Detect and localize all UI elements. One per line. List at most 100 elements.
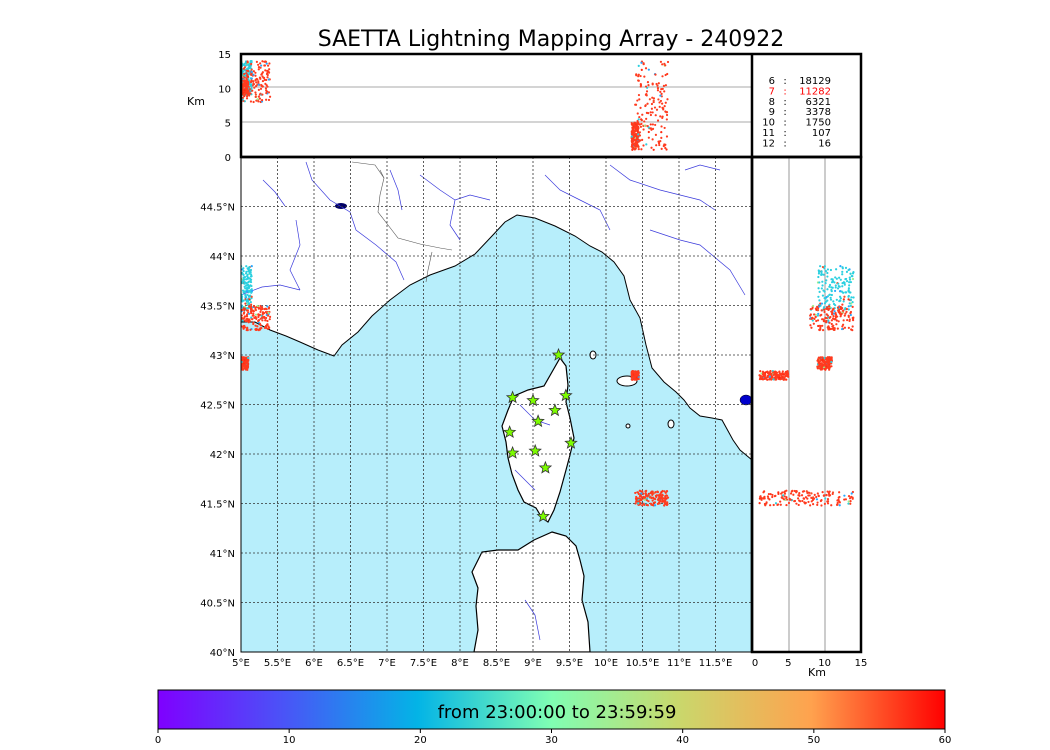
- flash-source-point-lon-alt: [249, 92, 252, 95]
- flash-source-point-alt-lat: [849, 304, 852, 307]
- flash-source-point-alt-lat: [829, 315, 832, 319]
- flash-source-point-lon-alt: [244, 83, 247, 86]
- flash-source-point: [660, 495, 663, 499]
- flash-source-point-lon-alt: [259, 62, 262, 65]
- station-count-colon: :: [783, 97, 786, 108]
- flash-source-point-lon-alt: [266, 64, 270, 67]
- flash-source-point-alt-lat: [795, 491, 798, 494]
- lake: [739, 394, 752, 406]
- flash-source-point-lon-alt: [650, 107, 653, 110]
- flash-source-point-alt-lat: [771, 493, 774, 497]
- flash-source-point-alt-lat: [847, 295, 850, 298]
- flash-source-point-lon-alt: [260, 64, 263, 67]
- flash-source-point-alt-lat: [836, 306, 840, 309]
- flash-source-point-alt-lat: [817, 275, 820, 279]
- flash-source-point-lon-alt: [250, 68, 253, 71]
- lon-tick-label: 11°E: [667, 658, 691, 669]
- flash-source-point-alt-lat: [828, 490, 831, 493]
- flash-source-point-alt-lat: [834, 313, 838, 316]
- flash-source-point-lon-alt: [645, 92, 648, 96]
- flash-source-point-alt-lat: [847, 314, 850, 317]
- flash-source-point-alt-lat: [806, 491, 809, 495]
- flash-source-point-lon-alt: [264, 82, 267, 85]
- flash-source-point-alt-lat: [807, 494, 810, 497]
- flash-source-point: [243, 356, 246, 359]
- flash-source-point-alt-lat: [774, 376, 777, 380]
- flash-source-point-alt-lat: [849, 291, 852, 294]
- flash-source-point-alt-lat: [777, 374, 781, 377]
- flash-source-point-lon-alt: [640, 61, 643, 64]
- flash-source-point: [254, 313, 258, 316]
- flash-source-point-lon-alt: [241, 70, 245, 73]
- flash-source-point: [247, 299, 250, 302]
- flash-source-point-alt-lat: [766, 495, 770, 498]
- flash-source-point-lon-alt: [643, 120, 646, 123]
- flash-source-point: [254, 324, 257, 327]
- flash-source-point: [635, 378, 638, 381]
- flash-source-point: [655, 494, 659, 497]
- flash-source-point-lon-alt: [260, 73, 263, 76]
- lon-tick-label: 5.5°E: [264, 658, 291, 669]
- flash-source-point: [661, 497, 664, 500]
- flash-source-point-alt-lat: [824, 316, 827, 320]
- flash-source-point: [243, 319, 246, 322]
- flash-source-point-lon-alt: [266, 76, 269, 79]
- flash-source-point-lon-alt: [656, 84, 659, 87]
- flash-source-point-lon-alt: [649, 113, 653, 117]
- flash-source-point: [637, 492, 640, 496]
- flash-source-point-lon-alt: [631, 130, 634, 133]
- flash-source-point-lon-alt: [633, 121, 637, 125]
- flash-source-point-alt-lat: [822, 306, 826, 309]
- flash-source-point-alt-lat: [813, 493, 816, 496]
- flash-source-point-alt-lat: [830, 365, 833, 368]
- flash-source-point-lon-alt: [665, 113, 669, 117]
- borders: [351, 161, 453, 283]
- flash-source-point-lon-alt: [257, 65, 261, 69]
- flash-source-point-alt-lat: [837, 282, 840, 285]
- right-alt-tick-label: 0: [752, 658, 758, 669]
- flash-source-point: [244, 287, 247, 290]
- flash-source-point-alt-lat: [769, 504, 772, 507]
- colorbar: from 23:00:00 to 23:59:59 0 10 20 30 40 50 60: [155, 689, 951, 746]
- flash-source-point-alt-lat: [828, 283, 832, 287]
- flash-source-point-lon-alt: [266, 85, 269, 88]
- flash-source-point-lon-alt: [266, 69, 269, 73]
- flash-source-point-alt-lat: [780, 374, 783, 377]
- lat-tick-label: 40.5°N: [200, 599, 235, 610]
- flash-source-point-alt-lat: [830, 360, 833, 364]
- flash-source-point-lon-alt: [254, 95, 257, 98]
- flash-source-point-alt-lat: [786, 370, 789, 373]
- flash-source-point-lon-alt: [656, 87, 660, 90]
- flash-source-point-lon-alt: [663, 105, 666, 108]
- flash-source-point: [643, 498, 646, 502]
- flash-source-point: [256, 304, 259, 308]
- flash-source-point-alt-lat: [758, 497, 762, 500]
- station-count-value: 107: [812, 128, 831, 139]
- flash-source-point-alt-lat: [835, 319, 838, 322]
- flash-source-point: [250, 284, 253, 288]
- lon-tick-label: 5°E: [232, 658, 250, 669]
- flash-source-point-alt-lat: [773, 495, 776, 498]
- flash-source-point-lon-alt: [657, 82, 660, 85]
- station-count-table: 6:181297:112828:63219:337810:175011:1071…: [762, 76, 831, 149]
- flash-source-point-alt-lat: [818, 305, 821, 308]
- right-alt-tick-label: 15: [855, 658, 868, 669]
- flash-source-point-lon-alt: [659, 99, 663, 103]
- flash-source-point: [651, 499, 654, 502]
- flash-source-point-alt-lat: [821, 324, 824, 327]
- station-star-marker: [502, 425, 517, 439]
- flash-source-point: [254, 328, 257, 331]
- flash-source-point-alt-lat: [767, 371, 770, 374]
- flash-source-point: [263, 326, 267, 329]
- flash-source-point-alt-lat: [843, 308, 847, 311]
- flash-source-point-lon-alt: [653, 106, 657, 109]
- flash-source-point-alt-lat: [833, 289, 837, 293]
- flash-source-point-lon-alt: [661, 115, 664, 118]
- flash-source-point-alt-lat: [849, 298, 852, 301]
- flash-source-point-lon-alt: [665, 148, 668, 151]
- flash-source-point-lon-alt: [265, 78, 268, 82]
- flash-source-point-alt-lat: [851, 300, 854, 304]
- flash-source-point-alt-lat: [821, 358, 824, 362]
- flash-source-point: [241, 289, 245, 292]
- lat-tick-label: 41°N: [210, 549, 235, 560]
